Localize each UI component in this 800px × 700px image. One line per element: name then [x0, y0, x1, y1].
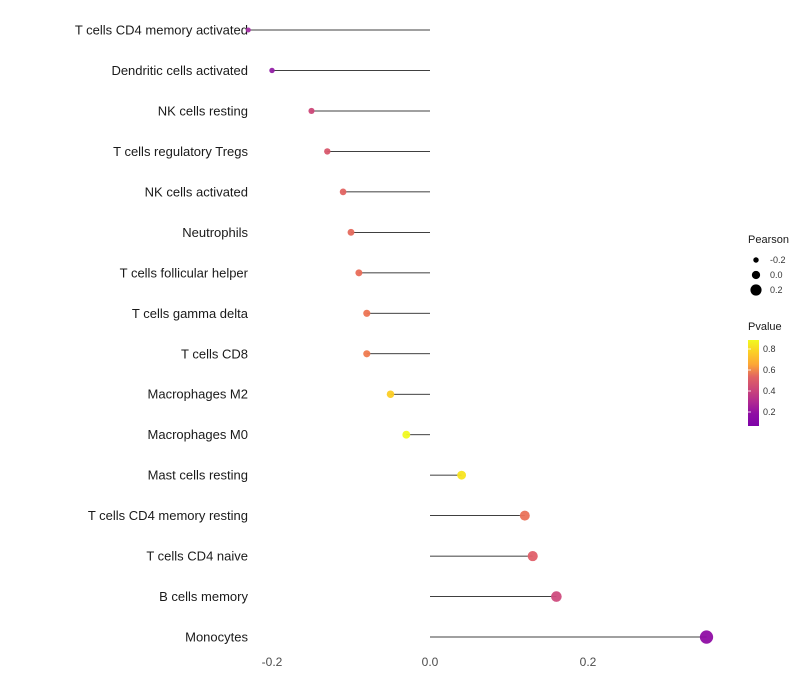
- lollipop-dot: [527, 551, 538, 562]
- category-label: T cells CD4 memory activated: [75, 23, 248, 38]
- lollipop-dot: [519, 510, 530, 521]
- size-legend-title: Pearson: [748, 234, 789, 246]
- x-tick-label: 0.2: [580, 655, 597, 669]
- color-legend-title: Pvalue: [748, 321, 782, 333]
- lollipop-row: B cells memory: [159, 589, 562, 604]
- lollipop-row: Mast cells resting: [148, 468, 467, 483]
- lollipop-dot: [402, 430, 411, 439]
- x-tick-label: -0.2: [262, 655, 283, 669]
- lollipop-row: T cells CD4 memory resting: [88, 508, 530, 523]
- lollipop-row: T cells CD4 memory activated: [75, 23, 430, 38]
- lollipop-row: T cells CD4 naive: [146, 549, 538, 564]
- lollipop-dot: [386, 390, 395, 399]
- x-tick-label: 0.0: [422, 655, 439, 669]
- category-label: T cells gamma delta: [132, 306, 249, 321]
- lollipop-dot: [363, 350, 371, 358]
- lollipop-row: Macrophages M0: [148, 427, 430, 442]
- color-legend-label: 0.8: [763, 344, 776, 354]
- lollipop-row: NK cells resting: [158, 103, 430, 118]
- category-label: B cells memory: [159, 589, 248, 604]
- size-legend-dot: [753, 257, 759, 263]
- category-label: T cells follicular helper: [120, 265, 249, 280]
- lollipop-dot: [457, 470, 467, 480]
- lollipop-row: T cells regulatory Tregs: [113, 144, 430, 159]
- size-legend-label: 0.2: [770, 285, 783, 295]
- color-legend-label: 0.2: [763, 407, 776, 417]
- category-label: T cells CD4 naive: [146, 549, 248, 564]
- size-legend-label: -0.2: [770, 255, 786, 265]
- category-label: Dendritic cells activated: [111, 63, 248, 78]
- lollipop-dot: [324, 148, 331, 155]
- size-legend-dot: [750, 284, 762, 296]
- category-label: NK cells resting: [158, 103, 248, 118]
- lollipop-row: Monocytes: [185, 630, 714, 645]
- size-legend-label: 0.0: [770, 270, 783, 280]
- category-label: NK cells activated: [145, 184, 248, 199]
- category-label: T cells CD4 memory resting: [88, 508, 248, 523]
- lollipop-row: T cells follicular helper: [120, 265, 430, 280]
- category-label: T cells regulatory Tregs: [113, 144, 248, 159]
- category-label: Macrophages M0: [148, 427, 248, 442]
- lollipop-row: Macrophages M2: [148, 387, 430, 402]
- category-label: T cells CD8: [181, 346, 248, 361]
- lollipop-dot: [339, 188, 347, 196]
- lollipop-dot: [347, 228, 355, 236]
- lollipop-row: Neutrophils: [182, 225, 430, 240]
- category-label: Macrophages M2: [148, 387, 248, 402]
- lollipop-row: T cells gamma delta: [132, 306, 430, 321]
- lollipop-row: NK cells activated: [145, 184, 430, 199]
- color-legend-label: 0.4: [763, 386, 776, 396]
- lollipop-dot: [699, 630, 714, 644]
- lollipop-dot: [245, 27, 251, 33]
- lollipop-dot: [363, 309, 371, 317]
- lollipop-row: T cells CD8: [181, 346, 430, 361]
- lollipop-dot: [355, 269, 363, 277]
- category-label: Monocytes: [185, 630, 248, 645]
- pvalue-colorbar: [748, 340, 759, 426]
- lollipop-dot: [551, 591, 562, 602]
- color-legend-label: 0.6: [763, 365, 776, 375]
- size-legend-dot: [751, 270, 761, 280]
- category-label: Neutrophils: [182, 225, 248, 240]
- lollipop-row: Dendritic cells activated: [111, 63, 430, 78]
- category-label: Mast cells resting: [148, 468, 248, 483]
- lollipop-dot: [308, 107, 315, 115]
- lollipop-dot: [269, 67, 275, 74]
